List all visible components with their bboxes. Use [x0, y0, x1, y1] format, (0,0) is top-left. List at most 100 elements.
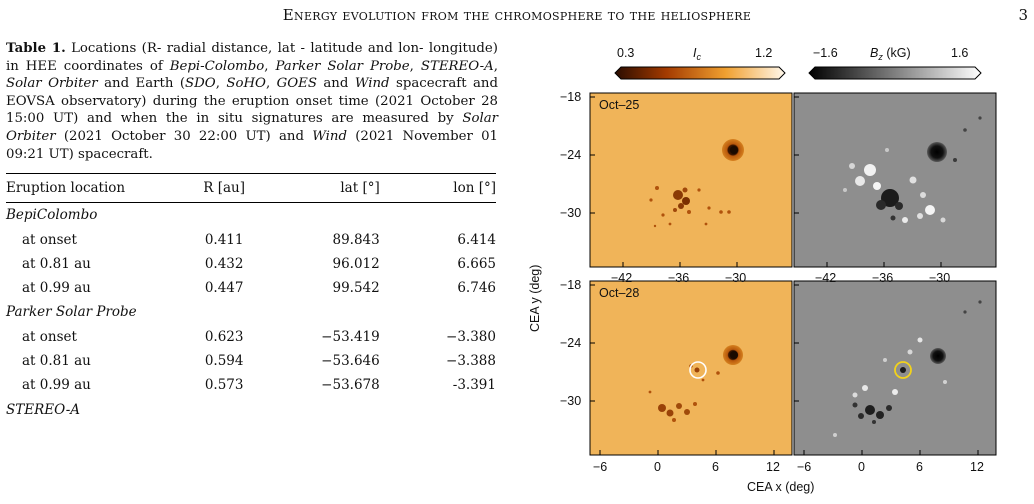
table-row: at 0.99 au 0.447 99.542 6.746: [6, 276, 496, 300]
cell: at onset: [22, 231, 77, 248]
table-label: Table 1.: [6, 41, 66, 56]
panel-magnetogram-oct28: [793, 280, 997, 456]
caption-text: and Earth (: [97, 76, 186, 92]
colorbar-ic: [614, 66, 786, 80]
highlight-circle: [689, 361, 707, 379]
cell: 0.573: [204, 377, 244, 394]
caption-soho: SoHO: [226, 76, 266, 92]
x-tick: 12: [766, 460, 780, 474]
cell: −53.678: [321, 377, 380, 394]
cell: 0.432: [204, 255, 244, 272]
cell: at 0.81 au: [22, 353, 91, 370]
x-tick: 6: [712, 460, 719, 474]
cell: −53.646: [321, 353, 380, 370]
table-caption: Table 1. Locations (R- radial distance, …: [6, 40, 498, 163]
page-header: Energy evolution from the chromosphere t…: [0, 6, 1034, 28]
caption-sep: ,: [409, 58, 421, 74]
x-axis-label: CEA x (deg): [747, 480, 814, 494]
y-tick: −24: [560, 336, 581, 350]
cell: at onset: [22, 328, 77, 345]
y-tick: −18: [560, 278, 581, 292]
x-tick: −6: [797, 460, 811, 474]
panel-continuum-oct25: Oct–25: [589, 92, 793, 268]
y-tick: −18: [560, 90, 581, 104]
caption-sdo: SDO: [185, 76, 216, 92]
tick-marks: [590, 96, 979, 455]
caption-stereo: STEREO-A: [420, 58, 494, 74]
table-group-row: BepiColombo: [6, 203, 496, 228]
table-row: at 0.99 au 0.573 −53.678 -3.391: [6, 373, 496, 397]
colorbar-bz-max: 1.6: [951, 46, 968, 60]
table-row: at 0.81 au 0.432 96.012 6.665: [6, 252, 496, 276]
highlight-circle: [894, 361, 912, 379]
caption-text: Locations (R- radial distance, lat - lat…: [6, 41, 498, 74]
col-header: lon [°]: [453, 180, 496, 197]
colorbar-ic-min: 0.3: [617, 46, 634, 60]
table-row: at onset 0.411 89.843 6.414: [6, 227, 496, 251]
col-header: lat [°]: [340, 180, 380, 197]
colorbar-bz-min: −1.6: [813, 46, 838, 60]
col-header: Eruption location: [6, 180, 126, 197]
table-row: at 0.81 au 0.594 −53.646 −3.388: [6, 349, 496, 373]
caption-bepicolombo: Bepi-Colombo: [169, 58, 265, 74]
panel-label-oct28: Oct–28: [599, 286, 639, 300]
table-row: at onset 0.623 −53.419 −3.380: [6, 325, 496, 349]
figure-svg: 0.3 Ic 1.2 −1.6 Bz (kG) 1.6: [528, 46, 997, 494]
cell: at 0.99 au: [22, 280, 91, 297]
caption-wind: Wind: [354, 76, 390, 92]
group-name: STEREO-A: [6, 401, 80, 418]
cell: 0.594: [204, 353, 244, 370]
cell: 0.623: [204, 328, 244, 345]
caption-sep: ,: [493, 58, 498, 74]
x-tick: 0: [654, 460, 661, 474]
caption-text: (2021 October 30 22:00 UT) and: [55, 128, 313, 144]
cell: 99.542: [332, 280, 380, 297]
cell: -3.391: [452, 377, 496, 394]
figure: 0.3 Ic 1.2 −1.6 Bz (kG) 1.6: [525, 40, 1034, 504]
caption-psp: Parker Solar Probe: [275, 58, 410, 74]
caption-goes: GOES: [276, 76, 317, 92]
cell: 6.665: [457, 255, 496, 272]
caption-text: (2021 November 01 09:21 UT) spacecraft.: [6, 128, 498, 162]
x-tick: 6: [916, 460, 923, 474]
caption-sep: ,: [265, 76, 277, 92]
panel-label-oct25: Oct–25: [599, 98, 639, 112]
cell: 0.411: [204, 231, 244, 248]
cell: −3.380: [446, 328, 496, 345]
panel-magnetogram-oct25: [793, 92, 997, 268]
cell: 96.012: [332, 255, 380, 272]
caption-solo: Solar Orbiter: [6, 76, 98, 92]
cell: 6.414: [457, 231, 496, 248]
x-tick: −42: [815, 271, 836, 285]
colorbar-ic-label: Ic: [693, 46, 701, 62]
x-tick: −6: [593, 460, 607, 474]
group-name: BepiColombo: [6, 207, 98, 224]
table-section: Table 1. Locations (R- radial distance, …: [6, 40, 498, 422]
x-tick: −36: [872, 271, 893, 285]
x-tick: −30: [929, 271, 950, 285]
running-title: Energy evolution from the chromosphere t…: [282, 6, 752, 24]
y-axis-label: CEA y (deg): [528, 265, 542, 332]
caption-text: spacecraft and EOVSA observatory) during…: [6, 76, 498, 127]
cell: −53.419: [321, 328, 380, 345]
cell: 6.746: [457, 280, 496, 297]
cell: at 0.99 au: [22, 377, 91, 394]
caption-sep: ,: [215, 76, 227, 92]
table-group-row: Parker Solar Probe: [6, 300, 496, 324]
group-name: Parker Solar Probe: [6, 304, 137, 321]
y-tick: −30: [560, 206, 581, 220]
table-header-row: Eruption location R [au] lat [°] lon [°]: [6, 173, 496, 203]
caption-text: and: [316, 76, 355, 92]
caption-solo: Solar Orbiter: [6, 111, 498, 144]
cell: at 0.81 au: [22, 255, 91, 272]
colorbar-bz: [808, 66, 982, 80]
colorbar-ic-max: 1.2: [755, 46, 772, 60]
caption-sep: ,: [264, 58, 276, 74]
x-tick: 0: [858, 460, 865, 474]
x-tick: −42: [611, 271, 632, 285]
colorbar-bz-label: Bz (kG): [870, 46, 911, 62]
cell: −3.388: [446, 353, 496, 370]
page-number: 3: [1018, 6, 1028, 24]
caption-wind: Wind: [312, 128, 347, 144]
cell: 89.843: [332, 231, 380, 248]
